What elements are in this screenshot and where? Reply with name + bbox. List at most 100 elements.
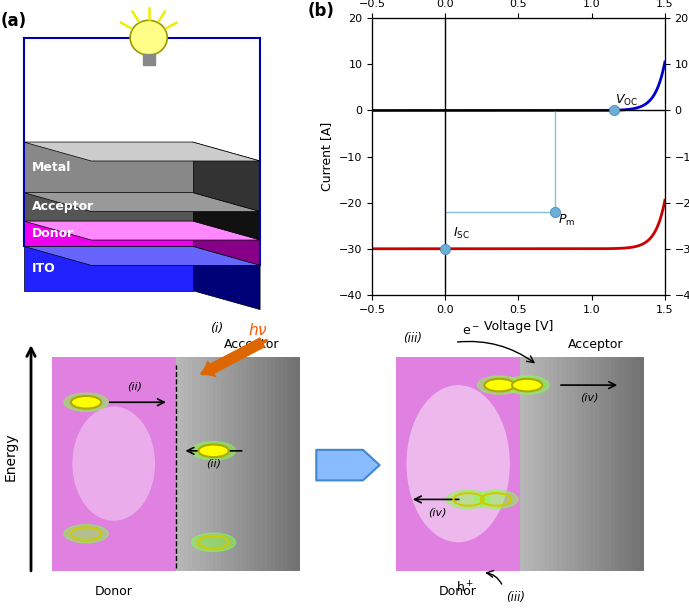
- Bar: [296, 356, 300, 571]
- Circle shape: [130, 20, 167, 55]
- Bar: [229, 356, 234, 571]
- Polygon shape: [23, 193, 193, 221]
- FancyArrowPatch shape: [316, 450, 380, 480]
- Text: Acceptor: Acceptor: [224, 338, 279, 351]
- Bar: [632, 356, 636, 571]
- Bar: [570, 356, 574, 571]
- Bar: [541, 356, 545, 571]
- Circle shape: [446, 490, 491, 508]
- Bar: [595, 356, 599, 571]
- Bar: [254, 356, 258, 571]
- Text: (iii): (iii): [506, 591, 526, 604]
- Bar: [611, 356, 615, 571]
- Text: Acceptor: Acceptor: [568, 338, 624, 351]
- Bar: [557, 356, 562, 571]
- Text: $P_{\rm m}$: $P_{\rm m}$: [558, 212, 575, 227]
- Bar: [574, 356, 578, 571]
- Bar: [615, 356, 619, 571]
- Bar: [545, 356, 549, 571]
- Bar: [528, 356, 533, 571]
- Point: [608, 106, 619, 116]
- Bar: [258, 356, 263, 571]
- Bar: [238, 356, 242, 571]
- Point: [550, 207, 561, 217]
- Bar: [636, 356, 640, 571]
- Bar: [520, 356, 524, 571]
- Bar: [250, 356, 254, 571]
- Text: Metal: Metal: [32, 161, 72, 174]
- Circle shape: [192, 441, 236, 460]
- Bar: [209, 356, 213, 571]
- Polygon shape: [193, 193, 260, 240]
- Circle shape: [477, 376, 522, 394]
- Bar: [263, 356, 267, 571]
- Polygon shape: [23, 142, 260, 161]
- Ellipse shape: [407, 385, 510, 542]
- Text: Acceptor: Acceptor: [32, 201, 94, 213]
- Circle shape: [505, 376, 549, 394]
- Circle shape: [71, 396, 101, 409]
- Bar: [52, 356, 176, 571]
- Text: ITO: ITO: [32, 262, 56, 275]
- Bar: [225, 356, 229, 571]
- Bar: [624, 356, 628, 571]
- Bar: [271, 356, 275, 571]
- Circle shape: [512, 379, 542, 392]
- Polygon shape: [23, 221, 193, 246]
- Circle shape: [64, 393, 108, 412]
- FancyArrowPatch shape: [203, 337, 265, 378]
- Text: (iii): (iii): [403, 332, 422, 345]
- Circle shape: [192, 533, 236, 551]
- Text: $h\nu$: $h\nu$: [249, 322, 268, 338]
- Bar: [143, 54, 155, 64]
- Text: (ii): (ii): [206, 458, 221, 469]
- Bar: [176, 356, 180, 571]
- Polygon shape: [23, 142, 193, 193]
- Text: Donor: Donor: [32, 227, 74, 240]
- Bar: [291, 356, 296, 571]
- Polygon shape: [193, 246, 260, 309]
- Bar: [599, 356, 603, 571]
- Polygon shape: [193, 221, 260, 265]
- Polygon shape: [23, 193, 260, 212]
- Bar: [192, 356, 196, 571]
- Bar: [586, 356, 590, 571]
- X-axis label: Voltage [V]: Voltage [V]: [484, 320, 553, 333]
- Bar: [524, 356, 528, 571]
- Polygon shape: [23, 221, 260, 240]
- Bar: [607, 356, 611, 571]
- Bar: [553, 356, 557, 571]
- Circle shape: [484, 379, 515, 392]
- Bar: [396, 356, 520, 571]
- Bar: [287, 356, 291, 571]
- Point: [440, 244, 451, 254]
- Text: (iv): (iv): [580, 393, 598, 403]
- Bar: [267, 356, 271, 571]
- Bar: [213, 356, 217, 571]
- Bar: [283, 356, 287, 571]
- Bar: [619, 356, 624, 571]
- Bar: [242, 356, 246, 571]
- Bar: [205, 356, 209, 571]
- Bar: [533, 356, 537, 571]
- Bar: [582, 356, 586, 571]
- Bar: [603, 356, 607, 571]
- Text: (ii): (ii): [127, 381, 142, 392]
- Bar: [628, 356, 632, 571]
- Circle shape: [474, 490, 518, 508]
- Text: $I_{\rm SC}$: $I_{\rm SC}$: [453, 226, 469, 241]
- Bar: [234, 356, 238, 571]
- Circle shape: [198, 444, 229, 457]
- Text: Energy: Energy: [3, 432, 17, 481]
- Bar: [279, 356, 283, 571]
- Y-axis label: Current [A]: Current [A]: [320, 122, 333, 191]
- Text: $V_{\rm OC}$: $V_{\rm OC}$: [615, 92, 638, 108]
- Bar: [562, 356, 566, 571]
- Circle shape: [64, 525, 108, 543]
- Bar: [196, 356, 200, 571]
- Bar: [566, 356, 570, 571]
- Bar: [549, 356, 553, 571]
- Bar: [640, 356, 644, 571]
- Polygon shape: [23, 246, 193, 291]
- Ellipse shape: [72, 407, 155, 521]
